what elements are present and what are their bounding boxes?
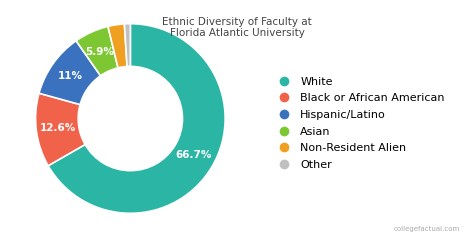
Text: 11%: 11% — [58, 71, 83, 81]
Wedge shape — [108, 24, 127, 68]
Wedge shape — [124, 24, 130, 66]
Wedge shape — [39, 41, 100, 105]
Wedge shape — [48, 24, 225, 213]
Legend: White, Black or African American, Hispanic/Latino, Asian, Non-Resident Alien, Ot: White, Black or African American, Hispan… — [273, 77, 445, 170]
Text: collegefactual.com: collegefactual.com — [393, 226, 460, 232]
Text: Ethnic Diversity of Faculty at
Florida Atlantic University: Ethnic Diversity of Faculty at Florida A… — [162, 17, 312, 38]
Wedge shape — [76, 26, 118, 76]
Wedge shape — [36, 93, 85, 166]
Text: 66.7%: 66.7% — [176, 150, 212, 160]
Text: 12.6%: 12.6% — [39, 123, 75, 133]
Text: 5.9%: 5.9% — [86, 46, 115, 57]
